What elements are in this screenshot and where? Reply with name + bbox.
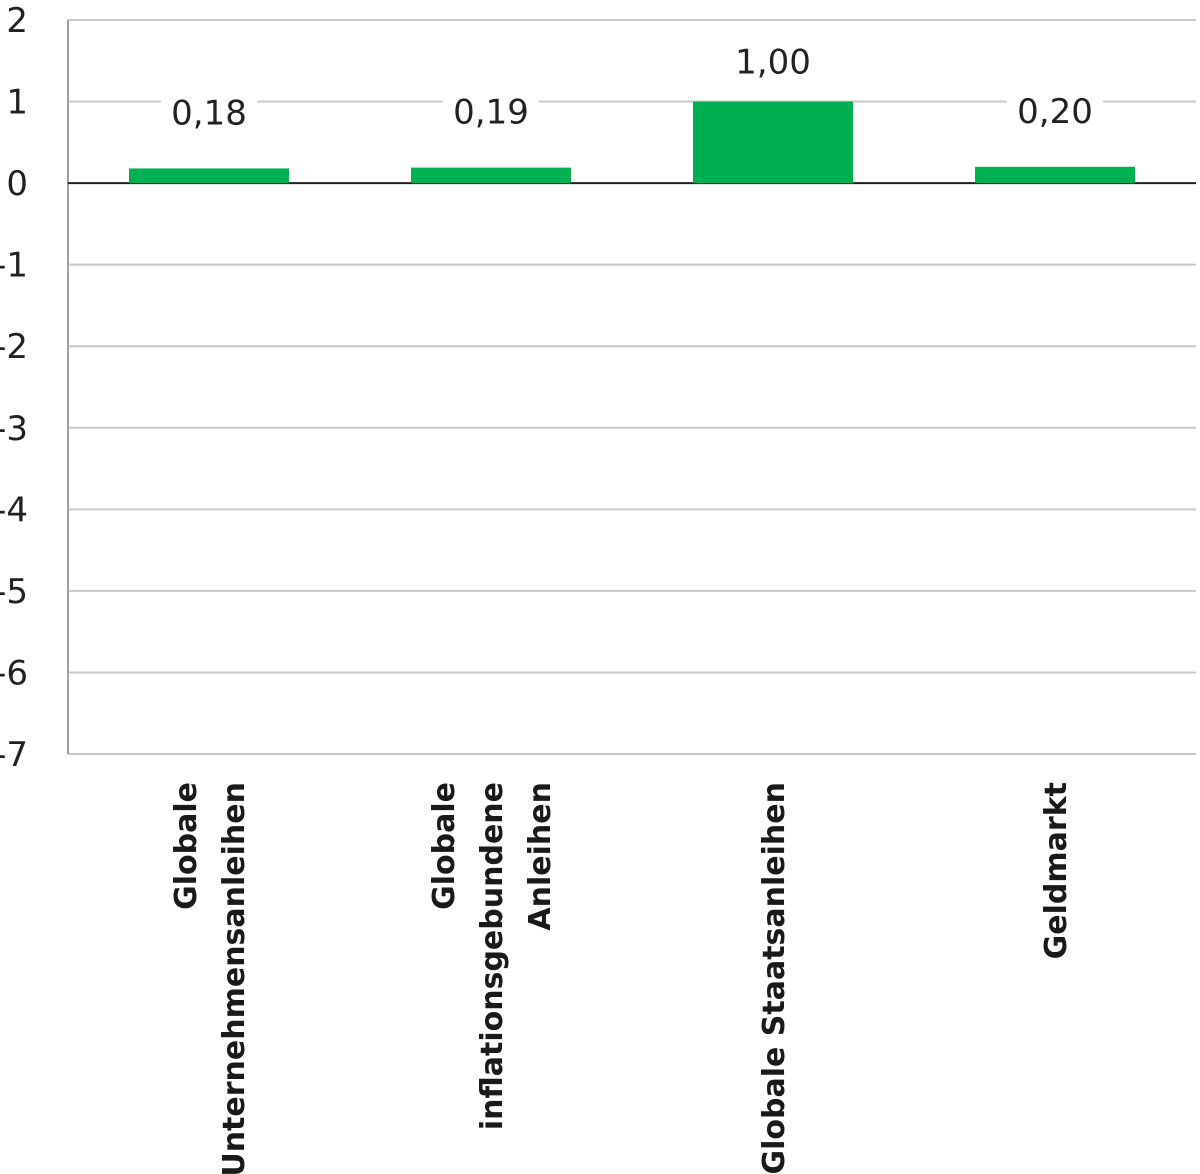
y-tick-label: -7: [0, 735, 28, 775]
y-tick-label: -3: [0, 409, 28, 449]
y-tick-label: 2: [6, 1, 28, 41]
data-label-background: [161, 92, 257, 135]
bars: [129, 101, 1135, 184]
x-category-label: Globale inflationsgebundene Anleihen: [427, 782, 558, 1130]
data-label: 0,19: [453, 93, 529, 133]
x-axis-category-labels: Globale Unternehmensanleihen Globale inflat…: [169, 782, 1074, 1174]
x-category-label-line: Globale: [169, 782, 204, 910]
x-category-label-line: Unternehmensanleihen: [217, 782, 252, 1174]
data-label-background: [1007, 90, 1103, 133]
bar: [129, 168, 289, 184]
data-label: 0,18: [171, 93, 247, 133]
data-label: 1,00: [735, 43, 811, 83]
y-tick-label: -1: [0, 246, 28, 286]
x-category-label-line: Globale Staatsanleihen: [757, 782, 792, 1174]
y-tick-label: -2: [0, 327, 28, 367]
y-tick-label: -4: [0, 490, 28, 530]
y-axis-tick-labels: 2 1 0 -1 -2 -3 -4 -5 -6 -7: [0, 1, 28, 775]
x-category-label-line: Geldmarkt: [1039, 782, 1074, 959]
x-category-label: Globale Unternehmensanleihen: [169, 782, 252, 1174]
data-labels: 0,18 0,19 1,00 0,20: [161, 41, 1103, 135]
data-label: 0,20: [1017, 92, 1093, 132]
data-label-background: [443, 91, 539, 134]
y-tick-label: -5: [0, 572, 28, 612]
y-tick-label: 0: [6, 164, 28, 204]
x-category-label: Globale Staatsanleihen: [757, 782, 792, 1174]
y-tick-label: -6: [0, 653, 28, 693]
x-category-label: Geldmarkt: [1039, 782, 1074, 959]
x-category-label-line: Globale: [427, 782, 462, 910]
y-tick-label: 1: [6, 83, 28, 123]
data-label-background: [725, 41, 821, 84]
bar: [975, 166, 1135, 184]
x-category-label-line: Anleihen: [523, 782, 558, 931]
bar: [411, 167, 571, 184]
bar: [693, 101, 853, 184]
x-category-label-line: inflationsgebundene: [475, 782, 510, 1130]
